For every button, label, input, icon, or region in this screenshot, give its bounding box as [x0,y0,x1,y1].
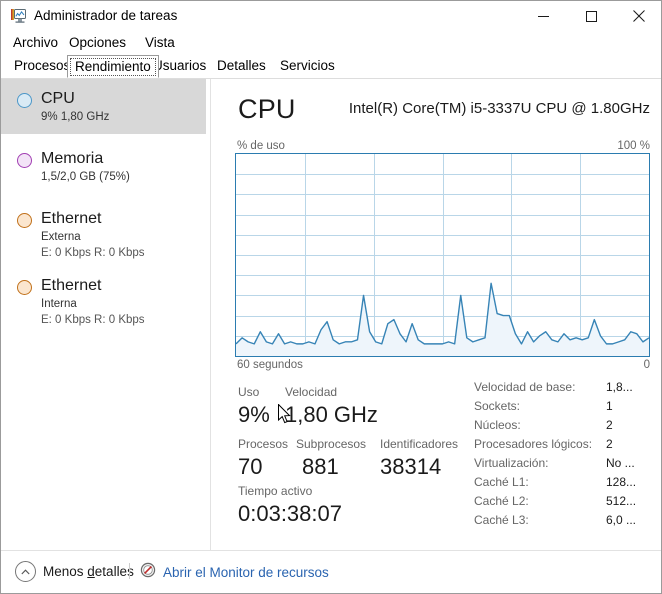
spec-value-cache-l1: 128... [606,475,637,489]
less-details-post: etalles [94,563,134,579]
resource-monitor-label: Abrir el Monitor de recursos [163,564,329,580]
sidebar-item-ethernet-interna-name: Ethernet [41,277,102,294]
ethernet-interna-bullet-icon [17,280,32,295]
sidebar-item-ethernet-externa[interactable]: Ethernet Externa E: 0 Kbps R: 0 Kbps [1,199,206,267]
memory-bullet-icon [17,153,32,168]
sidebar-item-cpu-sub: 9% 1,80 GHz [41,111,110,123]
spec-value-sockets: 1 [606,399,613,413]
spec-key-procesadores-logicos: Procesadores lógicos: [474,437,593,451]
cpu-usage-chart-svg [236,154,649,356]
less-details-label: Menos detalles [43,563,134,581]
tab-rendimiento[interactable]: Rendimiento [67,55,159,78]
spec-value-procesadores-logicos: 2 [606,437,613,451]
close-icon[interactable] [616,1,661,31]
tab-procesos-label: Procesos [14,58,71,73]
window-title: Administrador de tareas [34,8,178,23]
spec-key-virtualizacion: Virtualización: [474,456,549,470]
stat-value-velocidad: 1,80 GHz [285,402,378,427]
page-title: CPU [238,94,296,124]
sidebar-item-memoria-name: Memoria [41,150,104,167]
spec-key-cache-l2: Caché L2: [474,494,529,508]
cpu-bullet-icon [17,93,32,108]
sidebar-item-ethernet-interna-sub2: E: 0 Kbps R: 0 Kbps [41,314,145,326]
stat-value-identificadores: 38314 [380,454,442,479]
menu-item-vista[interactable]: Vista [145,35,175,50]
ethernet-externa-bullet-icon [17,213,32,228]
tab-servicios[interactable]: Servicios [273,55,342,78]
less-details-pre: Menos [43,563,88,579]
maximize-icon[interactable] [568,1,614,31]
spec-key-velocidad-base: Velocidad de base: [474,380,576,394]
sidebar-item-cpu[interactable]: CPU 9% 1,80 GHz [1,79,206,134]
status-bar-divider [129,563,130,579]
resource-monitor-icon [140,562,156,583]
graph-x-end-label: 0 [643,359,650,371]
sidebar-item-memoria-sub: 1,5/2,0 GB (75%) [41,171,130,183]
chevron-up-circle-icon [15,561,36,582]
stat-value-tiempo-activo: 0:03:38:07 [238,501,342,526]
spec-row-cache-l2: Caché L2: 512... [474,492,654,511]
open-resource-monitor-link[interactable]: Abrir el Monitor de recursos [140,562,329,583]
tab-servicios-label: Servicios [280,58,335,73]
spec-value-cache-l2: 512... [606,494,637,508]
stat-value-procesos: 70 [238,454,263,479]
status-bar: Menos detalles Abrir el Monitor de recur… [1,550,661,593]
tab-procesos[interactable]: Procesos [7,55,77,78]
stat-label-tiempo-activo: Tiempo activo [238,484,313,498]
task-manager-icon [10,8,27,24]
graph-y-max-label: 100 % [617,140,650,152]
minimize-icon[interactable] [520,1,566,31]
sidebar-item-cpu-name: CPU [41,90,75,107]
sidebar-item-ethernet-interna[interactable]: Ethernet Interna E: 0 Kbps R: 0 Kbps [1,266,206,334]
stat-label-uso: Uso [238,385,260,399]
cpu-specs-list: Velocidad de base: 1,8... Sockets: 1 Núc… [474,378,654,530]
spec-row-procesadores-logicos: Procesadores lógicos: 2 [474,435,654,454]
sidebar-item-ethernet-externa-sub1: Externa [41,231,81,243]
sidebar-item-ethernet-externa-sub2: E: 0 Kbps R: 0 Kbps [41,247,145,259]
tab-detalles-label: Detalles [217,58,266,73]
less-details-accesskey: d [87,563,95,579]
graph-y-axis-label: % de uso [237,140,285,152]
tab-rendimiento-label: Rendimiento [75,59,151,74]
graph-x-start-label: 60 segundos [237,359,303,371]
spec-row-virtualizacion: Virtualización: No ... [474,454,654,473]
menu-item-archivo[interactable]: Archivo [13,35,59,50]
title-bar: Administrador de tareas [1,1,661,31]
spec-key-sockets: Sockets: [474,399,521,413]
spec-value-nucleos: 2 [606,418,613,432]
stat-label-velocidad: Velocidad [285,385,338,399]
spec-key-nucleos: Núcleos: [474,418,521,432]
spec-row-velocidad-base: Velocidad de base: 1,8... [474,378,654,397]
spec-row-cache-l1: Caché L1: 128... [474,473,654,492]
tab-detalles[interactable]: Detalles [210,55,273,78]
stat-label-procesos: Procesos [238,437,289,451]
stat-value-subprocesos: 881 [302,454,339,479]
cpu-usage-graph[interactable] [235,153,650,357]
tab-usuarios[interactable]: Usuarios [146,55,213,78]
menu-bar: Archivo Opciones Vista [1,31,661,53]
spec-key-cache-l3: Caché L3: [474,513,529,527]
spec-value-velocidad-base: 1,8... [606,380,633,394]
stat-value-uso: 9% [238,402,270,427]
spec-row-sockets: Sockets: 1 [474,397,654,416]
spec-row-cache-l3: Caché L3: 6,0 ... [474,511,654,530]
spec-value-cache-l3: 6,0 ... [606,513,637,527]
cpu-detail-panel: CPU Intel(R) Core(TM) i5-3337U CPU @ 1.8… [212,79,661,550]
cpu-model-label: Intel(R) Core(TM) i5-3337U CPU @ 1.80GHz [348,100,650,117]
resource-sidebar: CPU 9% 1,80 GHz Memoria 1,5/2,0 GB (75%)… [1,79,211,550]
sidebar-item-ethernet-interna-sub1: Interna [41,298,77,310]
sidebar-item-ethernet-externa-name: Ethernet [41,210,102,227]
spec-value-virtualizacion: No ... [606,456,635,470]
menu-item-opciones[interactable]: Opciones [69,35,127,50]
stat-label-subprocesos: Subprocesos [296,437,367,451]
sidebar-item-memoria[interactable]: Memoria 1,5/2,0 GB (75%) [1,139,206,194]
stat-label-identificadores: Identificadores [380,437,459,451]
tab-usuarios-label: Usuarios [153,58,207,73]
spec-key-cache-l1: Caché L1: [474,475,529,489]
spec-row-nucleos: Núcleos: 2 [474,416,654,435]
tab-strip: Procesos Rendimiento Usuarios Detalles S… [1,55,661,79]
less-details-button[interactable]: Menos detalles [15,561,134,582]
